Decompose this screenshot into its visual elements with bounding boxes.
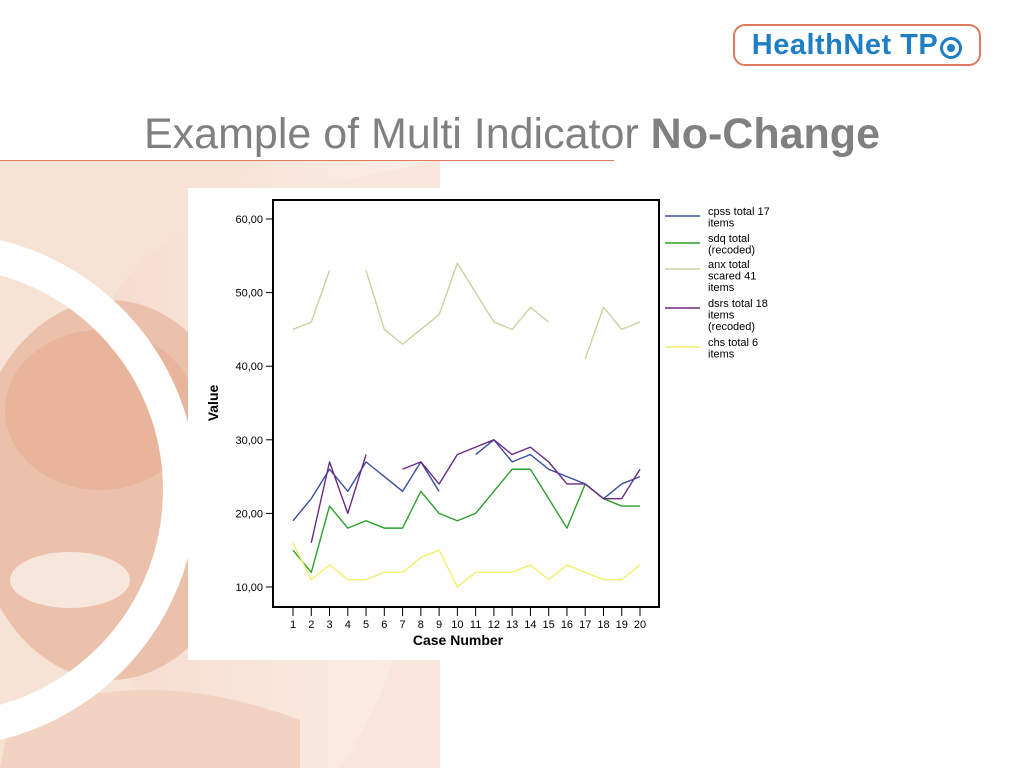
y-tick-label: 10,00 [235, 582, 263, 594]
y-tick-label: 30,00 [235, 435, 263, 447]
x-tick-label: 1 [290, 619, 296, 631]
healthnet-tpo-logo: HealthNet TP [733, 24, 981, 66]
x-tick-label: 6 [381, 619, 387, 631]
y-tick-label: 60,00 [235, 214, 263, 226]
series-line [311, 455, 366, 543]
series-line [366, 263, 549, 344]
x-tick-label: 18 [597, 619, 609, 631]
title-divider [0, 160, 614, 161]
legend-label: chs total 6 items [708, 337, 758, 361]
series-line [476, 440, 640, 499]
x-tick-label: 17 [579, 619, 591, 631]
x-tick-label: 2 [308, 619, 314, 631]
x-tick-label: 15 [543, 619, 555, 631]
x-tick-label: 8 [418, 619, 424, 631]
legend-label: sdq total (recoded) [708, 233, 755, 257]
x-tick-label: 7 [400, 619, 406, 631]
x-tick-label: 10 [451, 619, 463, 631]
series-line [585, 307, 640, 359]
series-line [293, 271, 330, 330]
y-tick-label: 40,00 [235, 361, 263, 373]
y-tick-label: 50,00 [235, 288, 263, 300]
chart-panel: 10,00 20,00 30,00 40,00 50,00 60,00 1 2 3 4 5 6 7 8 9 1… [188, 188, 836, 660]
title-bold: No-Change [651, 110, 880, 158]
x-tick-label: 19 [616, 619, 628, 631]
y-tick-label: 20,00 [235, 508, 263, 520]
legend-label: anx total scared 41 items [708, 259, 756, 294]
x-tick-label: 5 [363, 619, 369, 631]
logo-circle-icon [940, 37, 962, 59]
x-tick-label: 12 [488, 619, 500, 631]
series-line [293, 543, 640, 587]
y-axis-label: Value [205, 385, 221, 422]
x-tick-label: 14 [524, 619, 536, 631]
title-regular: Example of Multi Indicator [144, 110, 639, 158]
legend-label: dsrs total 18 items (recoded) [708, 298, 768, 333]
slide-title: Example of Multi Indicator No-Change [0, 110, 1024, 159]
legend-label: cpss total 17 items [708, 206, 770, 230]
x-tick-label: 9 [436, 619, 442, 631]
x-axis-label: Case Number [413, 632, 504, 648]
plot-frame [273, 200, 659, 607]
logo-text: HealthNet TP [752, 29, 938, 62]
series-line [293, 462, 439, 521]
x-tick-label: 11 [470, 619, 481, 631]
x-tick-label: 20 [634, 619, 646, 631]
x-tick-label: 4 [345, 619, 351, 631]
x-tick-label: 16 [561, 619, 573, 631]
x-tick-label: 13 [506, 619, 518, 631]
series-line [293, 469, 640, 572]
x-tick-label: 3 [326, 619, 332, 631]
